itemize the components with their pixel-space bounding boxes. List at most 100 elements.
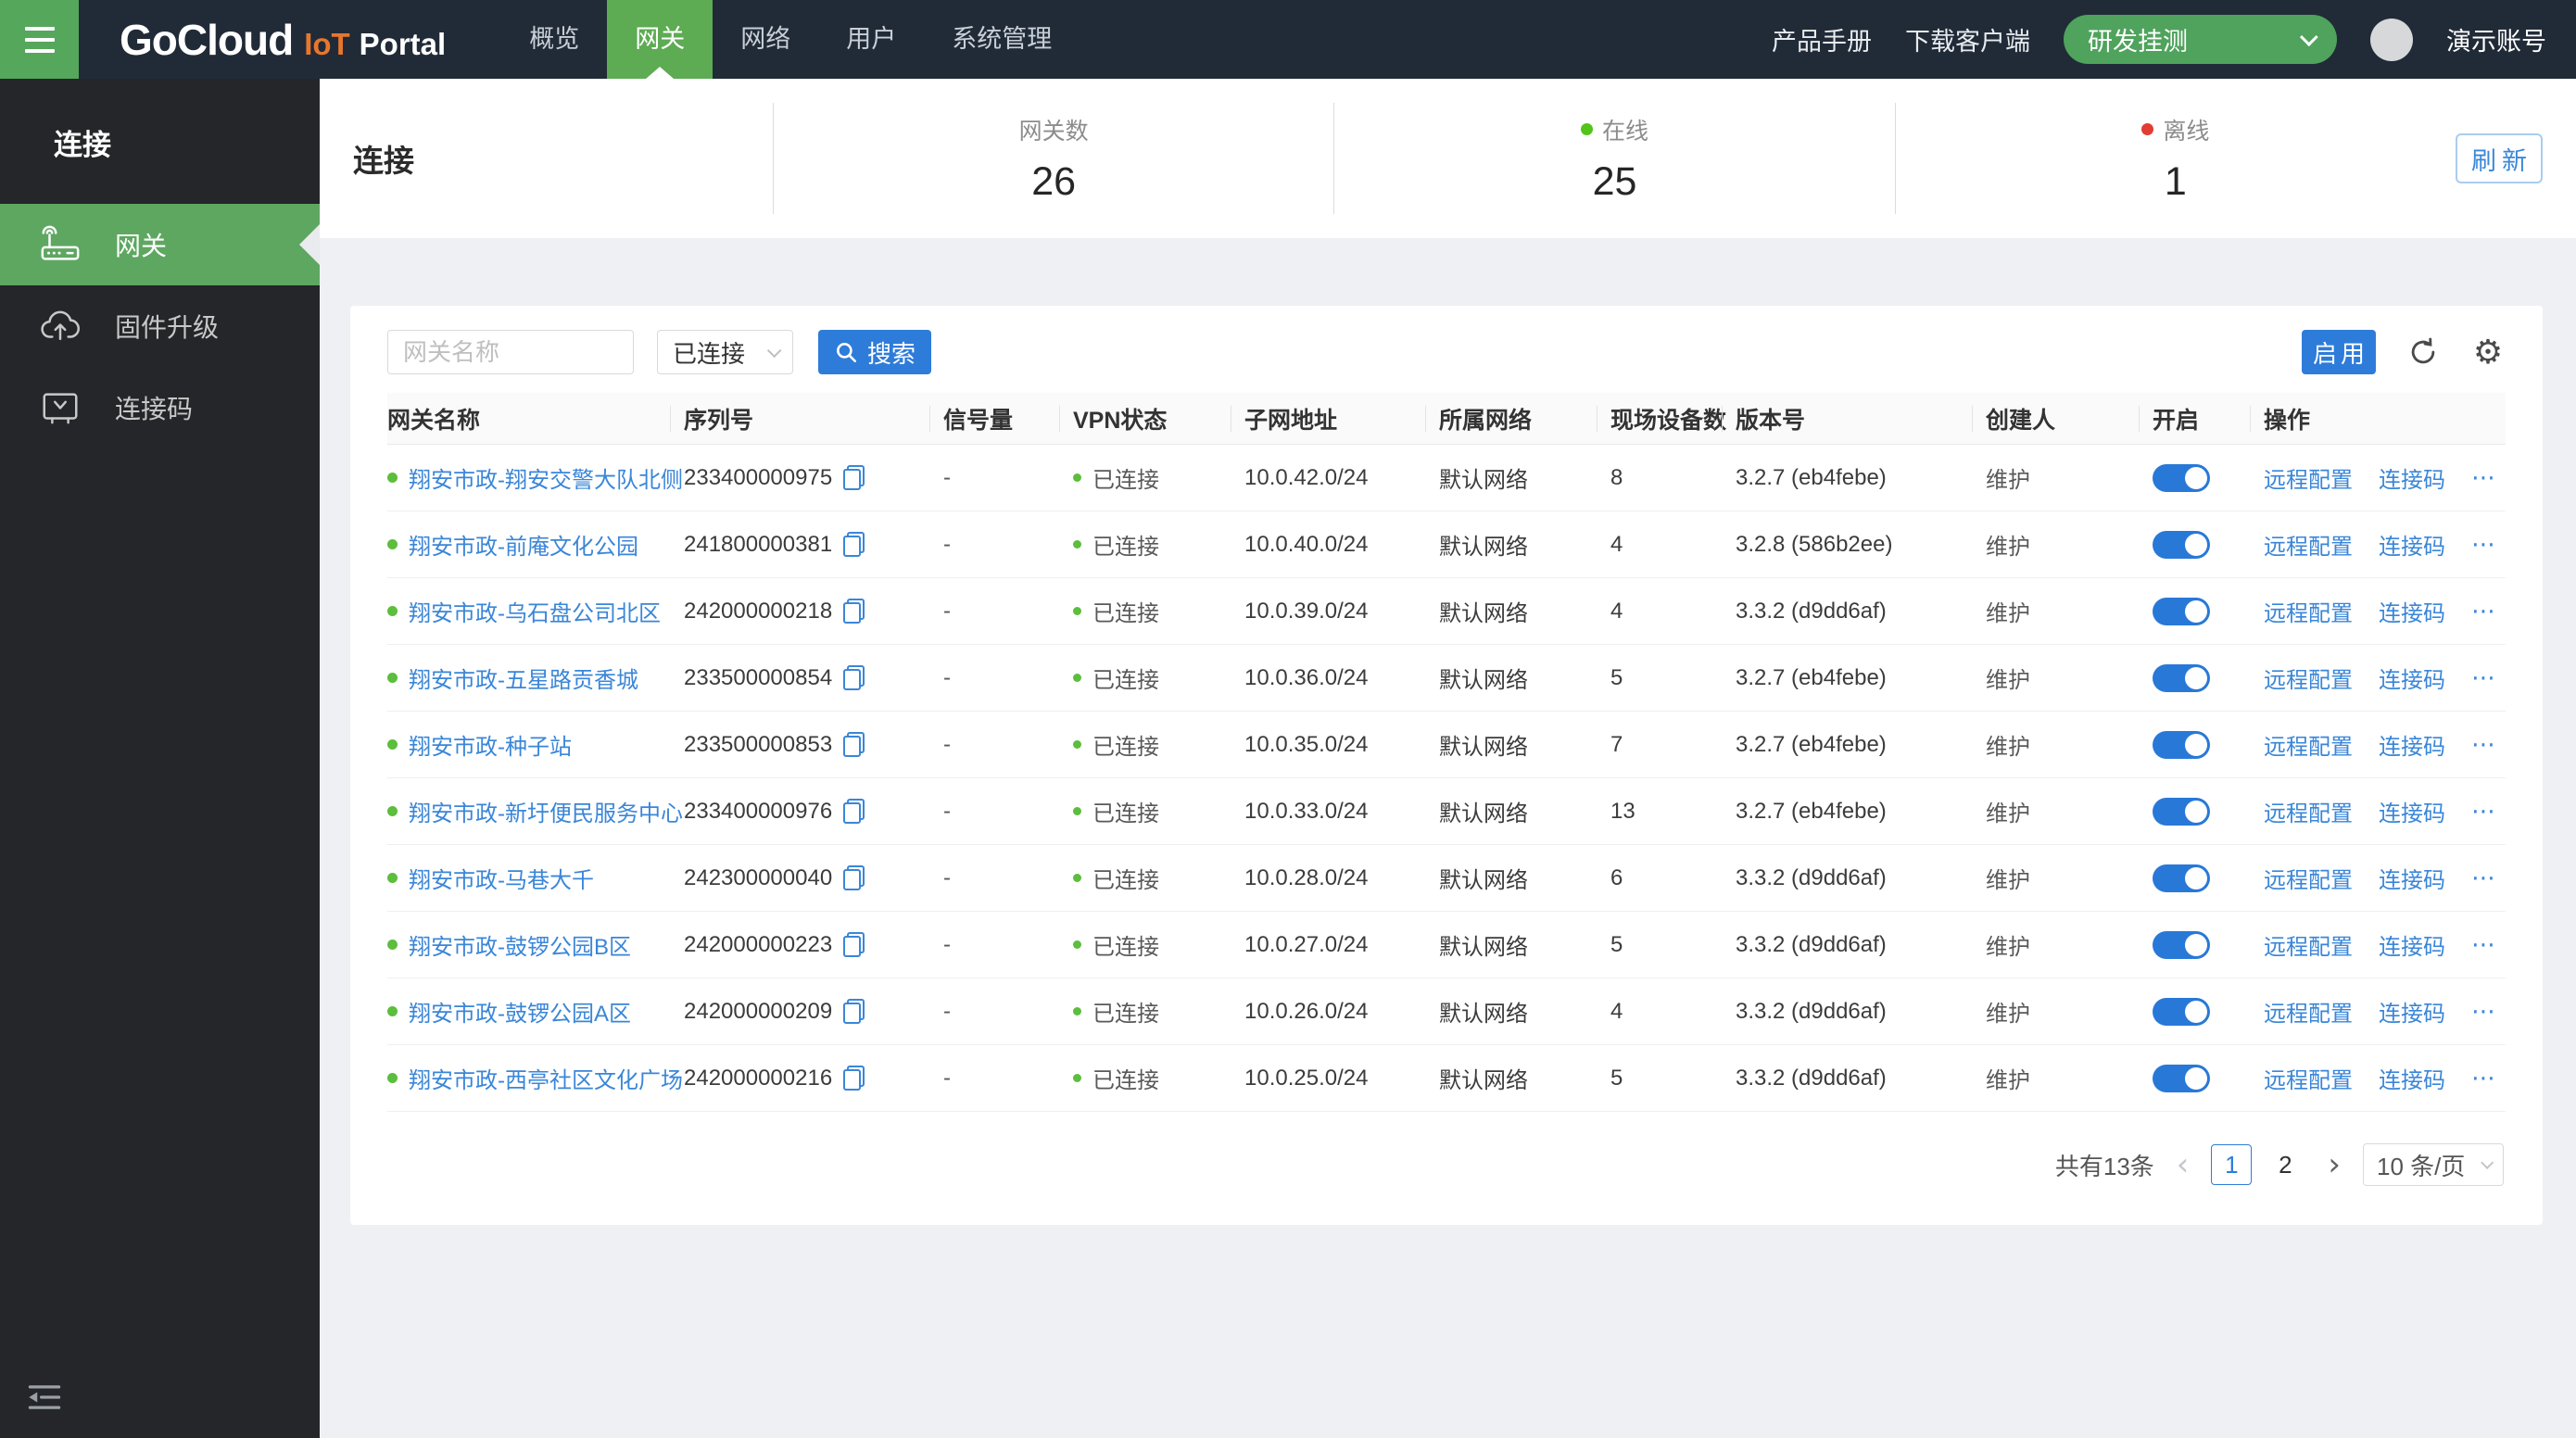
more-actions-icon[interactable]: ⋯	[2471, 597, 2497, 624]
connection-status-select[interactable]: 已连接	[657, 330, 793, 374]
enable-toggle[interactable]	[2153, 864, 2210, 892]
sidebar-item-固件升级[interactable]: 固件升级	[0, 285, 320, 367]
copy-icon[interactable]	[843, 665, 865, 690]
connection-code-link[interactable]: 连接码	[2379, 935, 2445, 960]
sidebar-item-网关[interactable]: 网关	[0, 204, 320, 285]
sidebar-collapse-icon[interactable]	[26, 1379, 63, 1416]
remote-config-link[interactable]: 远程配置	[2264, 468, 2353, 493]
more-actions-icon[interactable]: ⋯	[2471, 663, 2497, 691]
connection-code-link[interactable]: 连接码	[2379, 735, 2445, 760]
gateway-name-link[interactable]: 翔安市政-鼓锣公园B区	[409, 935, 631, 960]
page-size-select[interactable]: 10 条/页	[2363, 1143, 2504, 1186]
gateway-name-link[interactable]: 翔安市政-新圩便民服务中心	[409, 801, 683, 826]
remote-config-link[interactable]: 远程配置	[2264, 801, 2353, 826]
device-count-cell: 8	[1610, 464, 1623, 490]
enable-toggle[interactable]	[2153, 597, 2210, 625]
remote-config-link[interactable]: 远程配置	[2264, 735, 2353, 760]
enable-toggle[interactable]	[2153, 997, 2210, 1026]
copy-icon[interactable]	[843, 1066, 865, 1091]
page-number-2[interactable]: 2	[2279, 1150, 2292, 1179]
copy-icon[interactable]	[843, 599, 865, 624]
gateway-name-link[interactable]: 翔安市政-马巷大千	[409, 868, 594, 893]
nav-tab-概览[interactable]: 概览	[529, 25, 580, 53]
device-count-cell: 4	[1610, 598, 1623, 624]
remote-config-link[interactable]: 远程配置	[2264, 601, 2353, 626]
copy-icon[interactable]	[843, 732, 865, 757]
signal-cell: -	[943, 731, 951, 757]
copy-icon[interactable]	[843, 532, 865, 557]
remote-config-link[interactable]: 远程配置	[2264, 868, 2353, 893]
table-row: 翔安市政-前庵文化公园 241800000381 - 已连接 10.0.40.0/24 默…	[387, 511, 2506, 578]
sidebar-item-连接码[interactable]: 连接码	[0, 367, 320, 448]
connection-code-link[interactable]: 连接码	[2379, 1068, 2445, 1093]
more-actions-icon[interactable]: ⋯	[2471, 530, 2497, 558]
gateway-name-link[interactable]: 翔安市政-鼓锣公园A区	[409, 1002, 631, 1027]
copy-icon[interactable]	[843, 799, 865, 824]
connection-code-link[interactable]: 连接码	[2379, 868, 2445, 893]
subnet-cell: 10.0.28.0/24	[1244, 864, 1369, 890]
connection-code-link[interactable]: 连接码	[2379, 468, 2445, 493]
more-actions-icon[interactable]: ⋯	[2471, 997, 2497, 1025]
gateway-name-search-input[interactable]	[387, 330, 634, 374]
search-button[interactable]: 搜索	[818, 330, 931, 374]
enable-toggle[interactable]	[2153, 1064, 2210, 1092]
copy-icon[interactable]	[843, 999, 865, 1024]
connection-code-link[interactable]: 连接码	[2379, 801, 2445, 826]
product-manual-link[interactable]: 产品手册	[1772, 28, 1872, 56]
environment-select[interactable]: 研发挂测	[2064, 15, 2337, 64]
enable-toggle[interactable]	[2153, 797, 2210, 826]
gateway-name-link[interactable]: 翔安市政-前庵文化公园	[409, 535, 638, 560]
serial-number: 242000000216	[684, 1065, 833, 1091]
nav-tab-用户[interactable]: 用户	[846, 25, 897, 53]
remote-config-link[interactable]: 远程配置	[2264, 668, 2353, 693]
connection-code-link[interactable]: 连接码	[2379, 668, 2445, 693]
enable-toggle[interactable]	[2153, 463, 2210, 492]
more-actions-icon[interactable]: ⋯	[2471, 730, 2497, 758]
refresh-button[interactable]: 刷新	[2456, 133, 2543, 183]
connection-code-link[interactable]: 连接码	[2379, 601, 2445, 626]
enable-button[interactable]: 启用	[2302, 330, 2376, 374]
remote-config-link[interactable]: 远程配置	[2264, 1068, 2353, 1093]
download-client-link[interactable]: 下载客户端	[1905, 28, 2030, 56]
vpn-status-text: 已连接	[1092, 601, 1159, 626]
prev-page-icon[interactable]: ‹	[2176, 1146, 2190, 1183]
copy-icon[interactable]	[843, 465, 865, 490]
connected-dot-icon	[1073, 540, 1081, 549]
hamburger-menu-icon[interactable]	[0, 0, 79, 79]
connection-code-link[interactable]: 连接码	[2379, 535, 2445, 560]
next-page-icon[interactable]: ›	[2328, 1146, 2341, 1183]
gateway-name-link[interactable]: 翔安市政-西亭社区文化广场	[409, 1068, 683, 1093]
remote-config-link[interactable]: 远程配置	[2264, 1002, 2353, 1027]
copy-icon[interactable]	[843, 932, 865, 957]
connection-code-link[interactable]: 连接码	[2379, 1002, 2445, 1027]
actions-cell: 远程配置 连接码 ⋯	[2264, 795, 2506, 827]
user-avatar[interactable]	[2370, 18, 2413, 61]
gateway-name-link[interactable]: 翔安市政-翔安交警大队北侧	[409, 468, 683, 493]
more-actions-icon[interactable]: ⋯	[2471, 864, 2497, 891]
nav-tab-网关[interactable]: 网关	[607, 0, 713, 79]
enable-toggle[interactable]	[2153, 730, 2210, 759]
gear-icon[interactable]: ⚙	[2472, 333, 2504, 371]
remote-config-link[interactable]: 远程配置	[2264, 535, 2353, 560]
subnet-cell: 10.0.27.0/24	[1244, 931, 1369, 957]
copy-icon[interactable]	[843, 865, 865, 890]
more-actions-icon[interactable]: ⋯	[2471, 930, 2497, 958]
device-count-cell: 4	[1610, 998, 1623, 1024]
nav-tab-系统管理[interactable]: 系统管理	[952, 25, 1053, 53]
gateway-name-link[interactable]: 翔安市政-五星路贡香城	[409, 668, 638, 693]
more-actions-icon[interactable]: ⋯	[2471, 1064, 2497, 1091]
nav-tab-网络[interactable]: 网络	[740, 25, 791, 53]
page-number-1[interactable]: 1	[2211, 1144, 2253, 1185]
more-actions-icon[interactable]: ⋯	[2471, 797, 2497, 825]
top-navigation-bar: GoCloud IoT Portal 概览 网关 网络 用户 系统管理 产品手册 下载客…	[0, 0, 2576, 79]
more-actions-icon[interactable]: ⋯	[2471, 463, 2497, 491]
gateway-name-link[interactable]: 翔安市政-乌石盘公司北区	[409, 601, 661, 626]
remote-config-link[interactable]: 远程配置	[2264, 935, 2353, 960]
enable-toggle[interactable]	[2153, 530, 2210, 559]
device-count-cell: 5	[1610, 664, 1623, 690]
refresh-icon[interactable]	[2406, 334, 2441, 370]
gateway-name-link[interactable]: 翔安市政-种子站	[409, 735, 572, 760]
enable-toggle[interactable]	[2153, 663, 2210, 692]
enable-toggle[interactable]	[2153, 930, 2210, 959]
